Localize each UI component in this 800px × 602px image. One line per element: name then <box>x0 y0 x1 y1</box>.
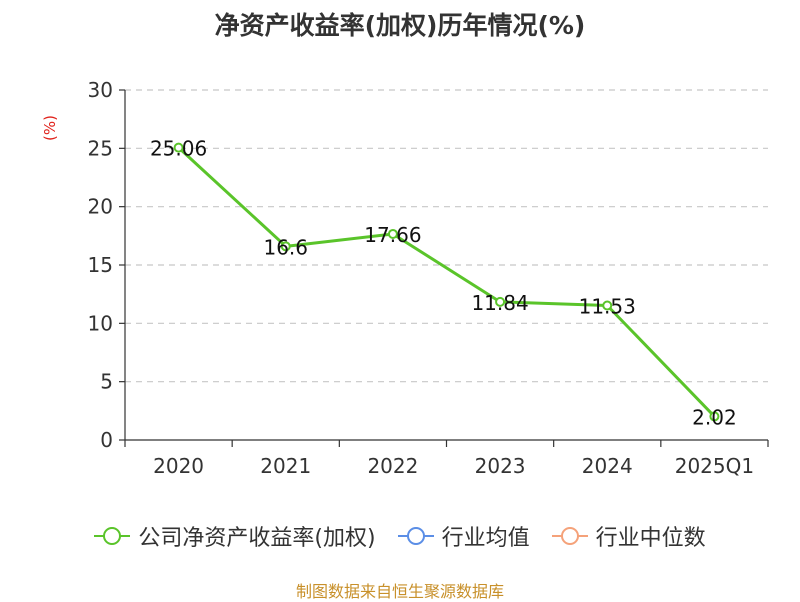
legend-marker-icon <box>94 526 131 546</box>
x-tick-label: 2025Q1 <box>675 454 754 478</box>
y-tick-label: 10 <box>88 311 113 335</box>
legend-label: 行业均值 <box>441 526 530 551</box>
legend-label: 行业中位数 <box>595 526 706 551</box>
data-label: 11.84 <box>471 291 528 315</box>
data-point <box>280 241 291 252</box>
y-tick-label: 0 <box>100 428 113 452</box>
data-point <box>709 411 720 422</box>
y-tick-label: 30 <box>88 78 113 102</box>
y-tick-label: 25 <box>88 136 113 160</box>
data-label: 25.06 <box>150 137 207 161</box>
grid-lines <box>125 89 768 383</box>
series-line <box>177 146 716 418</box>
x-tick-label: 2022 <box>367 454 418 478</box>
x-tick-label: 2024 <box>582 454 633 478</box>
x-tick-label: 2020 <box>153 454 204 478</box>
y-tick-label: 15 <box>88 253 113 277</box>
y-tick-label: 20 <box>88 195 113 219</box>
data-label: 17.66 <box>364 223 421 247</box>
legend-item-industry-median[interactable]: 行业中位数 <box>551 520 706 552</box>
x-tick-label: 2023 <box>475 454 526 478</box>
legend: 公司净资产收益率(加权) 行业均值 行业中位数 <box>0 520 800 552</box>
series-layer: 25.06 16.6 17.66 11.84 11.53 2.02 <box>150 137 737 430</box>
data-point <box>173 142 184 153</box>
y-axis: 0 5 10 15 20 25 30 <box>88 78 126 452</box>
y-tick-label: 5 <box>100 370 113 394</box>
legend-label: 公司净资产收益率(加权) <box>138 526 376 551</box>
data-point <box>387 228 398 239</box>
data-point <box>495 296 506 307</box>
legend-marker-icon <box>397 526 434 546</box>
legend-item-industry-mean[interactable]: 行业均值 <box>397 520 530 552</box>
data-label: 16.6 <box>263 235 308 259</box>
data-point <box>602 300 613 311</box>
legend-marker-icon <box>551 526 588 546</box>
x-tick-label: 2021 <box>260 454 311 478</box>
data-source-note: 制图数据来自恒生聚源数据库 <box>295 582 504 601</box>
legend-item-company-roe[interactable]: 公司净资产收益率(加权) <box>94 520 376 552</box>
data-label: 11.53 <box>579 294 636 318</box>
x-axis: 2020 2021 2022 2023 2024 2025Q1 <box>124 439 769 478</box>
data-label: 2.02 <box>692 405 737 429</box>
chart-title: 净资产收益率(加权)历年情况(%) <box>214 11 586 40</box>
